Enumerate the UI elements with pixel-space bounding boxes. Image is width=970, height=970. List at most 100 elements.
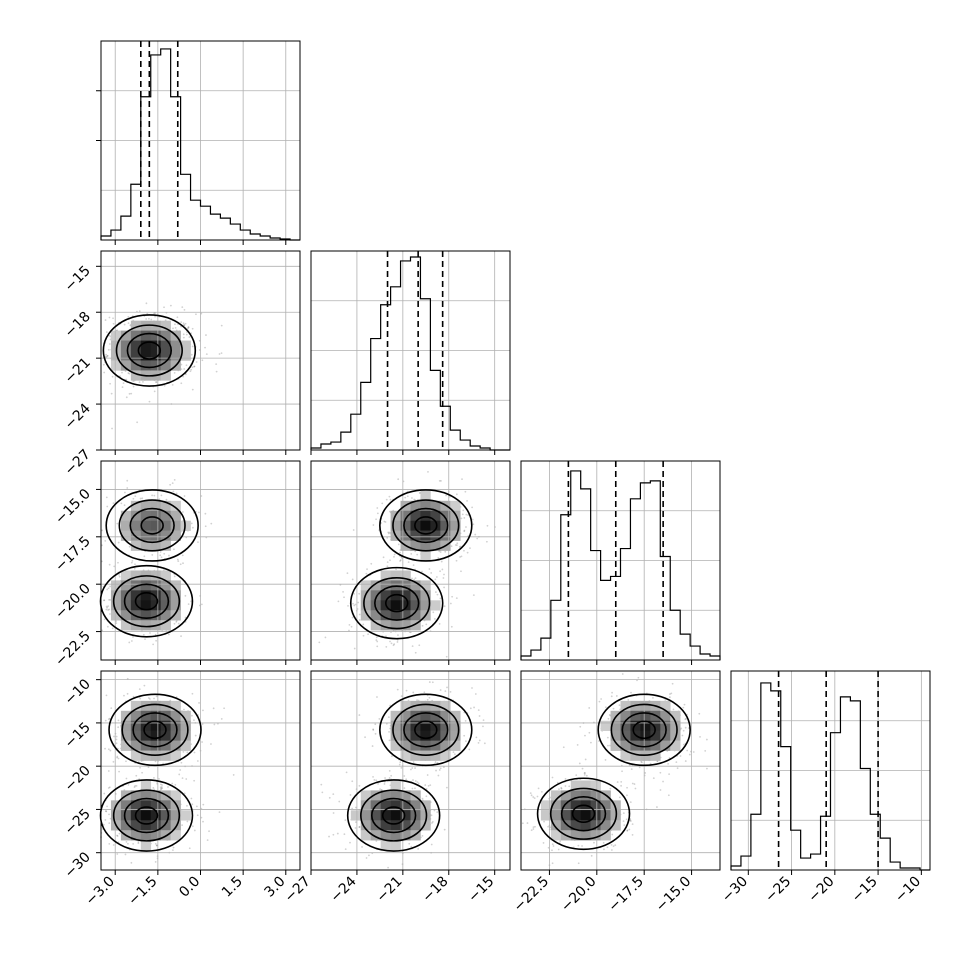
scatter-point [463,530,466,533]
density-cell [410,710,421,722]
scatter-point [106,354,109,357]
density-cell [670,740,681,751]
scatter-point [610,695,613,698]
scatter-point [104,810,107,812]
scatter-point [344,848,347,851]
x-tick-label: −25 [762,874,794,906]
density-cell [130,750,142,761]
scatter-point [342,590,344,593]
density-cell [660,700,671,712]
density-cell [140,800,152,811]
scatter-point [416,781,419,784]
scatter-point [198,511,200,514]
scatter-point [141,771,144,774]
density-cell [170,740,181,751]
density-cell [400,820,411,831]
density-cell [150,730,161,741]
scatter-point [145,302,148,305]
scatter-point [162,762,164,765]
contour-line [121,703,189,757]
scatter-point [107,605,110,608]
density-cell [120,800,132,811]
x-tick-label: 0.0 [176,874,203,901]
density-cell [420,730,431,741]
density-cell [580,810,591,821]
scatter-point [108,786,111,789]
density-cell [650,730,661,741]
scatter-point [202,820,204,823]
scatter-point [536,795,539,798]
scatter-point [171,482,174,485]
scatter-point [618,704,621,707]
scatter-point [659,789,662,791]
scatter-point [412,691,415,694]
scatter-point [163,306,165,309]
scatter-point [320,783,323,786]
density-cell [650,720,661,731]
scatter-point [135,784,138,787]
scatter-point [358,613,361,616]
scatter-point [147,766,150,769]
scatter-point [611,833,614,836]
density-cell [400,810,411,821]
scatter-point [175,620,178,623]
density-cell [140,710,152,722]
scatter-point [680,727,683,730]
scatter-point [328,796,331,799]
scatter-point [560,786,563,789]
density-cell [400,750,411,761]
scatter-point [160,786,163,788]
density-cell [120,360,132,371]
scatter-point [386,561,389,563]
scatter-point [374,723,377,726]
scatter-point [118,575,121,578]
scatter-point [184,594,187,597]
scatter-point [631,833,634,836]
scatter-point [193,751,196,754]
scatter-point [107,609,109,611]
density-cell [400,720,411,731]
contour-line [374,585,420,621]
density-cell [120,330,132,341]
scatter-point [463,734,466,737]
density-cell [150,820,161,831]
scatter-point [558,788,560,791]
density-cell [150,700,161,712]
density-cell [590,790,601,801]
scatter-point [423,691,426,694]
scatter-point [411,577,413,580]
scatter-point [190,522,193,525]
scatter-point [123,504,126,507]
density-cell [400,830,411,841]
scatter-point [466,500,468,502]
contour-line [129,507,175,544]
scatter-point [465,740,467,743]
density-cell [370,620,381,631]
scatter-point [621,673,624,675]
scatter-point [588,731,591,734]
scatter-point [112,844,115,846]
scatter-point [127,372,130,374]
scatter-point [201,359,204,362]
x-tick-label: 1.5 [219,874,246,901]
y-tick-label: −18 [62,309,94,341]
scatter-point [200,603,203,606]
scatter-point [232,774,235,776]
scatter-point [181,824,184,827]
scatter-point [159,554,162,557]
scatter-point [375,636,378,639]
density-cell [570,820,581,831]
density-cell [420,490,431,502]
scatter-point [152,643,155,646]
density-cell [170,750,181,761]
density-cell [160,340,171,351]
density-cell [380,800,391,811]
scatter-point [105,496,108,499]
scatter-point [139,697,142,700]
scatter-point [588,707,591,709]
scatter-point [439,551,442,553]
y-tick-label: −15.0 [52,486,94,528]
scatter-point [387,866,390,869]
density-cell [160,590,171,601]
density-cell [410,580,421,591]
